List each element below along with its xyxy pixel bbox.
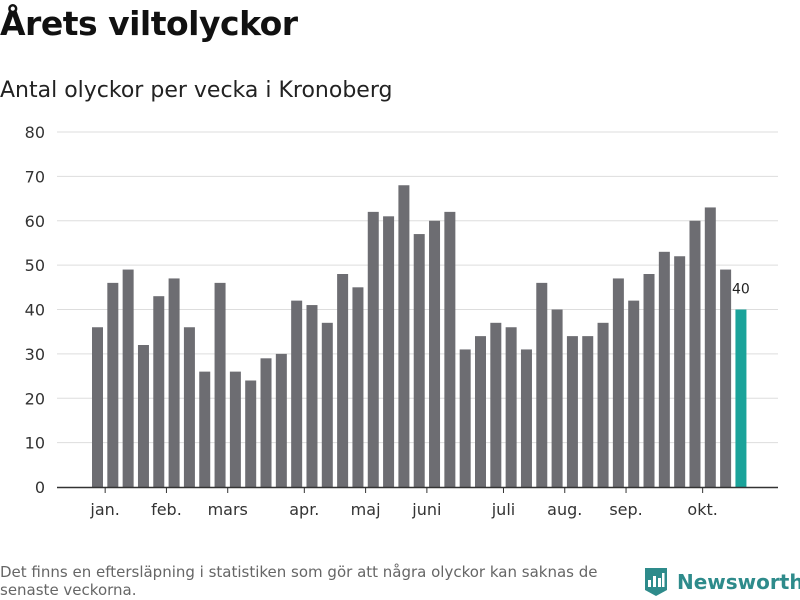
bar	[183, 327, 195, 487]
bar	[612, 278, 624, 487]
bar	[168, 278, 180, 487]
bar	[122, 269, 134, 487]
y-tick-label: 70	[25, 167, 45, 186]
bar	[566, 336, 578, 487]
bar	[475, 336, 486, 487]
bar	[674, 256, 686, 487]
bar	[245, 380, 257, 487]
x-tick-label: aug.	[547, 500, 582, 519]
highlight-value-label: 40	[732, 282, 750, 298]
bar	[367, 211, 379, 487]
bar	[628, 300, 640, 487]
data-labels: 40	[732, 282, 750, 298]
highlight-bar	[735, 309, 747, 487]
x-tick-label: apr.	[289, 500, 319, 519]
y-tick-label: 80	[25, 123, 45, 142]
chart-subtitle: Antal olyckor per vecka i Kronoberg	[0, 78, 393, 103]
x-tick-label: juli	[491, 500, 515, 519]
bar	[720, 269, 732, 487]
brand: Newsworthy	[645, 568, 800, 596]
x-tick-label: maj	[351, 500, 381, 519]
bar	[689, 220, 701, 487]
bar	[153, 296, 165, 487]
y-tick-label: 10	[25, 434, 45, 453]
x-tick-label: mars	[208, 500, 248, 519]
y-tick-label: 0	[35, 478, 45, 497]
bar	[352, 287, 364, 487]
bar	[92, 327, 103, 487]
x-tick-label: okt.	[687, 500, 717, 519]
y-tick-label: 20	[25, 389, 45, 408]
brand-name: Newsworthy	[677, 570, 800, 594]
bar	[321, 322, 333, 487]
bar	[398, 185, 410, 487]
bar	[260, 358, 272, 487]
footnote: Det finns en eftersläpning i statistiken…	[0, 563, 598, 599]
bar	[275, 353, 287, 487]
bar	[291, 300, 303, 487]
bar	[199, 371, 211, 487]
y-tick-label: 50	[25, 256, 45, 275]
bar	[597, 322, 609, 487]
x-tick-label: feb.	[151, 500, 182, 519]
bar	[214, 282, 226, 487]
bar	[429, 220, 441, 487]
bar	[520, 349, 532, 487]
bars	[92, 185, 747, 487]
bar	[137, 345, 149, 487]
bar	[337, 274, 349, 487]
bar-chart: 0 10 20 30 40 50 60 70 80 jan. feb. mars apr. maj jun…	[25, 123, 778, 519]
chart-title: Årets viltolyckor	[0, 4, 298, 43]
y-tick-label: 40	[25, 301, 45, 320]
bar	[643, 274, 655, 487]
bar	[107, 282, 119, 487]
bar	[444, 211, 456, 487]
bar	[536, 282, 548, 487]
y-axis-ticks: 0 10 20 30 40 50 60 70 80	[25, 123, 45, 497]
bar	[490, 322, 502, 487]
bar	[658, 251, 670, 487]
x-tick-label: sep.	[609, 500, 642, 519]
bar	[505, 327, 517, 487]
bar	[704, 207, 716, 487]
x-axis-ticks: jan. feb. mars apr. maj juni juli aug. sep. okt.	[89, 487, 718, 519]
bar	[551, 309, 563, 487]
bar	[413, 234, 425, 487]
bar	[306, 305, 318, 487]
bar	[383, 216, 395, 487]
bar	[459, 349, 471, 487]
y-tick-label: 60	[25, 212, 45, 231]
newsworthy-logo-icon	[645, 568, 667, 596]
y-tick-label: 30	[25, 345, 45, 364]
x-tick-label: juni	[411, 500, 441, 519]
bar	[229, 371, 241, 487]
x-tick-label: jan.	[89, 500, 119, 519]
bar	[582, 336, 594, 487]
